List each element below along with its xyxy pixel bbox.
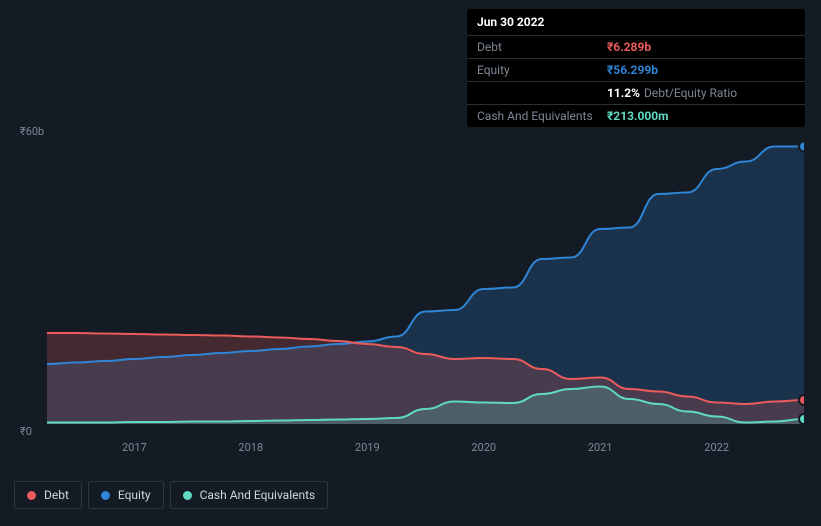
x-tick: 2019 — [355, 441, 380, 454]
legend-item-label: Cash And Equivalents — [200, 488, 316, 502]
tooltip-row-label: Debt — [477, 40, 607, 54]
x-tick: 2020 — [471, 441, 496, 454]
x-tick: 2021 — [588, 441, 613, 454]
x-tick: 2017 — [122, 441, 147, 454]
tooltip-date: Jun 30 2022 — [467, 9, 805, 36]
legend-item-equity[interactable]: Equity — [88, 481, 164, 509]
series-marker-debt — [799, 395, 804, 405]
tooltip-row: 11.2% Debt/Equity Ratio — [467, 82, 805, 105]
tooltip-row: Debt₹6.289b — [467, 36, 805, 59]
tooltip-row-value: ₹6.289b — [607, 40, 651, 54]
legend-item-cash[interactable]: Cash And Equivalents — [170, 481, 329, 509]
tooltip-row-value-strong: 11.2% — [607, 86, 640, 100]
plot-svg — [47, 124, 804, 432]
legend: Debt Equity Cash And Equivalents — [14, 481, 328, 509]
chart-area[interactable] — [14, 124, 804, 434]
x-axis: 2017 2018 2019 2020 2021 2022 — [14, 441, 804, 461]
legend-item-label: Equity — [118, 488, 151, 502]
tooltip-row-value: 11.2% Debt/Equity Ratio — [607, 86, 737, 100]
tooltip-row-value: ₹56.299b — [607, 63, 658, 77]
series-marker-cash — [799, 414, 804, 424]
x-tick: 2018 — [238, 441, 263, 454]
legend-swatch-icon — [27, 491, 36, 500]
x-tick: 2022 — [704, 441, 729, 454]
legend-item-debt[interactable]: Debt — [14, 481, 82, 509]
legend-swatch-icon — [183, 491, 192, 500]
tooltip-row-value: ₹213.000m — [607, 109, 669, 123]
tooltip-row: Equity₹56.299b — [467, 59, 805, 82]
tooltip-row-label: Equity — [477, 63, 607, 77]
tooltip-row-value-sub: Debt/Equity Ratio — [644, 86, 737, 100]
legend-item-label: Debt — [44, 488, 69, 502]
chart-tooltip: Jun 30 2022 Debt₹6.289bEquity₹56.299b11.… — [467, 9, 805, 127]
legend-swatch-icon — [101, 491, 110, 500]
tooltip-row-label: Cash And Equivalents — [477, 109, 607, 123]
series-marker-equity — [799, 142, 804, 152]
